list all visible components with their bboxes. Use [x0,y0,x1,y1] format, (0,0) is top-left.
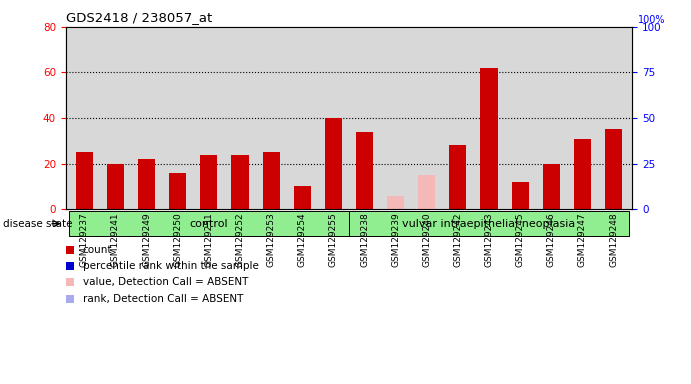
Text: control: control [189,218,228,229]
Bar [605,129,622,209]
Bar [169,173,187,209]
Text: percentile rank within the sample: percentile rank within the sample [83,261,258,271]
Bar [418,175,435,209]
Bar [76,152,93,209]
Bar [387,195,404,209]
Bar [542,164,560,209]
Text: count: count [83,245,112,255]
Text: vulvar intraepithelial neoplasia: vulvar intraepithelial neoplasia [402,218,576,229]
Bar [263,152,280,209]
Bar [574,139,591,209]
Text: rank, Detection Call = ABSENT: rank, Detection Call = ABSENT [83,294,243,304]
Bar [325,118,342,209]
Bar [480,68,498,209]
Bar [511,182,529,209]
Bar [294,187,311,209]
Bar [69,211,349,236]
Bar [231,155,249,209]
Bar [349,211,629,236]
Bar [107,164,124,209]
Bar [138,159,155,209]
Bar [449,146,466,209]
Text: value, Detection Call = ABSENT: value, Detection Call = ABSENT [83,278,248,288]
Text: 100%: 100% [638,15,665,25]
Bar [356,132,373,209]
Text: GDS2418 / 238057_at: GDS2418 / 238057_at [66,11,212,24]
Bar [200,155,218,209]
Text: disease state: disease state [3,218,73,229]
